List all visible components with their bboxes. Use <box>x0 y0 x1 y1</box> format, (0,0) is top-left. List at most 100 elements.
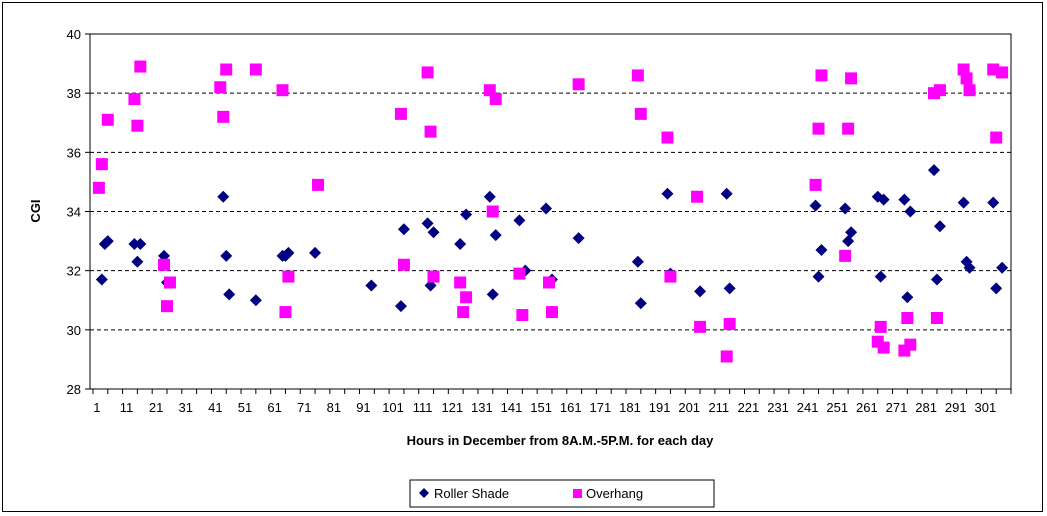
roller-shade-point <box>282 246 295 259</box>
roller-shade-point <box>990 282 1003 295</box>
x-tick-label: 171 <box>590 400 612 415</box>
roller-shade-point <box>839 202 852 215</box>
x-tick-label: 91 <box>356 400 370 415</box>
overhang-point <box>214 81 227 94</box>
roller-shade-point <box>930 273 943 286</box>
roller-shade-point <box>489 229 502 242</box>
roller-shade-point <box>572 232 585 245</box>
x-tick-label: 191 <box>649 400 671 415</box>
roller-shade-point <box>661 187 674 200</box>
roller-shade-point <box>131 255 144 268</box>
overhang-point <box>220 63 233 76</box>
roller-shade-point <box>845 226 858 239</box>
roller-shade-point <box>460 208 473 221</box>
y-tick-label: 40 <box>67 27 81 42</box>
overhang-point <box>845 72 858 85</box>
x-tick-label: 101 <box>382 400 404 415</box>
roller-shade-point <box>898 193 911 206</box>
roller-shade-point <box>95 273 108 286</box>
overhang-point <box>933 84 946 97</box>
x-tick-label: 181 <box>619 400 641 415</box>
overhang-point <box>460 291 473 304</box>
x-tick-label: 121 <box>441 400 463 415</box>
legend-overhang-icon <box>573 489 582 498</box>
roller-shade-point <box>631 255 644 268</box>
x-tick-label: 281 <box>915 400 937 415</box>
y-tick-label: 36 <box>67 145 81 160</box>
overhang-point <box>158 258 171 271</box>
overhang-point <box>513 267 526 280</box>
overhang-point <box>877 341 890 354</box>
roller-shade-point <box>394 300 407 313</box>
overhang-point <box>421 66 434 79</box>
legend-box <box>409 479 715 508</box>
roller-shade-point <box>220 249 233 262</box>
overhang-point <box>101 113 114 126</box>
roller-shade-point <box>223 288 236 301</box>
roller-shade-point <box>101 235 114 248</box>
overhang-point <box>92 181 105 194</box>
roller-shade-point <box>815 243 828 256</box>
overhang-point <box>990 131 1003 144</box>
x-tick-label: 31 <box>179 400 193 415</box>
roller-shade-point <box>723 282 736 295</box>
x-tick-label: 71 <box>297 400 311 415</box>
overhang-point <box>276 84 289 97</box>
x-tick-label: 81 <box>327 400 341 415</box>
y-tick-label: 28 <box>67 382 81 397</box>
overhang-point <box>812 122 825 135</box>
roller-shade-point <box>365 279 378 292</box>
overhang-point <box>723 317 736 330</box>
x-tick-label: 11 <box>120 400 134 415</box>
y-tick-label: 38 <box>67 86 81 101</box>
overhang-point <box>163 276 176 289</box>
x-tick-label: 201 <box>678 400 700 415</box>
overhang-point <box>904 338 917 351</box>
x-tick-label: 141 <box>501 400 523 415</box>
overhang-point <box>397 258 410 271</box>
roller-shade-point <box>812 270 825 283</box>
x-tick-label: 261 <box>856 400 878 415</box>
roller-shade-point <box>421 217 434 230</box>
roller-shade-point <box>987 196 1000 209</box>
roller-shade-point <box>427 226 440 239</box>
x-axis-title: Hours in December from 8A.M.-5P.M. for e… <box>407 433 715 448</box>
roller-shade-point <box>540 202 553 215</box>
overhang-point <box>996 66 1009 79</box>
roller-shade-point <box>877 193 890 206</box>
roller-shade-point <box>809 199 822 212</box>
overhang-point <box>457 306 470 319</box>
x-tick-label: 291 <box>945 400 967 415</box>
overhang-point <box>815 69 828 82</box>
x-tick-label: 1 <box>93 400 100 415</box>
roller-shade-point <box>957 196 970 209</box>
y-tick-label: 34 <box>67 205 81 220</box>
x-tick-label: 151 <box>530 400 552 415</box>
x-tick-label: 51 <box>238 400 252 415</box>
x-axis-ticks: 1 11 21 31 41 51 61 71 81 91 101 111 121 131 141 151 161… <box>92 389 1012 415</box>
roller-shade-point <box>217 190 230 203</box>
overhang-point <box>249 63 262 76</box>
overhang-point <box>486 205 499 218</box>
overhang-point <box>545 306 558 319</box>
roller-shade-point <box>483 190 496 203</box>
overhang-point <box>95 158 108 171</box>
overhang-point <box>217 110 230 123</box>
roller-shade-point <box>904 205 917 218</box>
overhang-point <box>874 320 887 333</box>
roller-shade-point <box>901 291 914 304</box>
overhang-point <box>839 249 852 262</box>
legend-overhang-label: Overhang <box>586 486 643 501</box>
x-tick-label: 131 <box>471 400 493 415</box>
overhang-point <box>282 270 295 283</box>
overhang-point <box>691 190 704 203</box>
roller-shade-point <box>513 214 526 227</box>
overhang-point <box>279 306 292 319</box>
x-tick-label: 241 <box>797 400 819 415</box>
overhang-point <box>930 312 943 324</box>
roller-shade-point <box>634 297 647 310</box>
roller-shade-point <box>694 285 707 298</box>
roller-shade-point <box>486 288 499 301</box>
